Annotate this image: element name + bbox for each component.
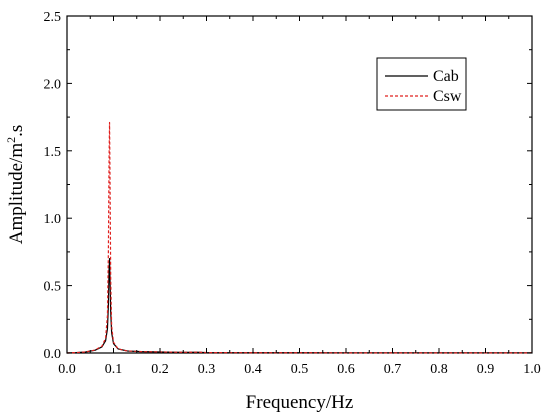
y-tick-label: 1.5 [44, 145, 62, 160]
x-axis-label: Frequency/Hz [246, 392, 354, 413]
legend: Cab Csw [376, 57, 467, 111]
x-tick-label: 0.4 [244, 362, 262, 377]
legend-label-cab: Cab [433, 68, 459, 85]
x-tick-label: 0.8 [430, 362, 448, 377]
y-tick-label: 2.0 [44, 77, 62, 92]
y-axis-label-main: Amplitude/m [6, 143, 27, 245]
y-tick-label: 1.0 [44, 212, 62, 227]
y-axis-label: Amplitude/m2.s [4, 125, 27, 244]
y-tick-label: 2.5 [44, 10, 62, 25]
x-tick-label: 0.1 [105, 362, 123, 377]
legend-box [376, 57, 467, 111]
x-tick-label: 0.5 [291, 362, 309, 377]
x-tick-label: 0.0 [58, 362, 76, 377]
y-tick-label: 0.5 [44, 280, 62, 295]
y-axis-label-sup: 2 [4, 137, 18, 143]
y-axis-label-tail: .s [6, 125, 27, 137]
plot-area: 0.0 0.1 0.2 0.3 0.4 0.5 0.6 0.7 0.8 0.9 1.0 0.0 0.5 1… [44, 10, 541, 377]
series-line-cab [66, 258, 532, 354]
legend-label-csw: Csw [433, 88, 462, 105]
x-tick-label: 0.9 [477, 362, 495, 377]
x-tick-label: 0.6 [337, 362, 355, 377]
series-line-csw [66, 121, 532, 354]
series-layer [66, 121, 532, 354]
x-tick-label: 0.3 [198, 362, 216, 377]
ticks-layer: 0.0 0.1 0.2 0.3 0.4 0.5 0.6 0.7 0.8 0.9 1.0 0.0 0.5 1… [44, 10, 541, 377]
x-tick-label: 1.0 [523, 362, 541, 377]
x-tick-label: 0.7 [384, 362, 402, 377]
y-tick-label: 0.0 [44, 347, 62, 362]
x-tick-label: 0.2 [151, 362, 169, 377]
